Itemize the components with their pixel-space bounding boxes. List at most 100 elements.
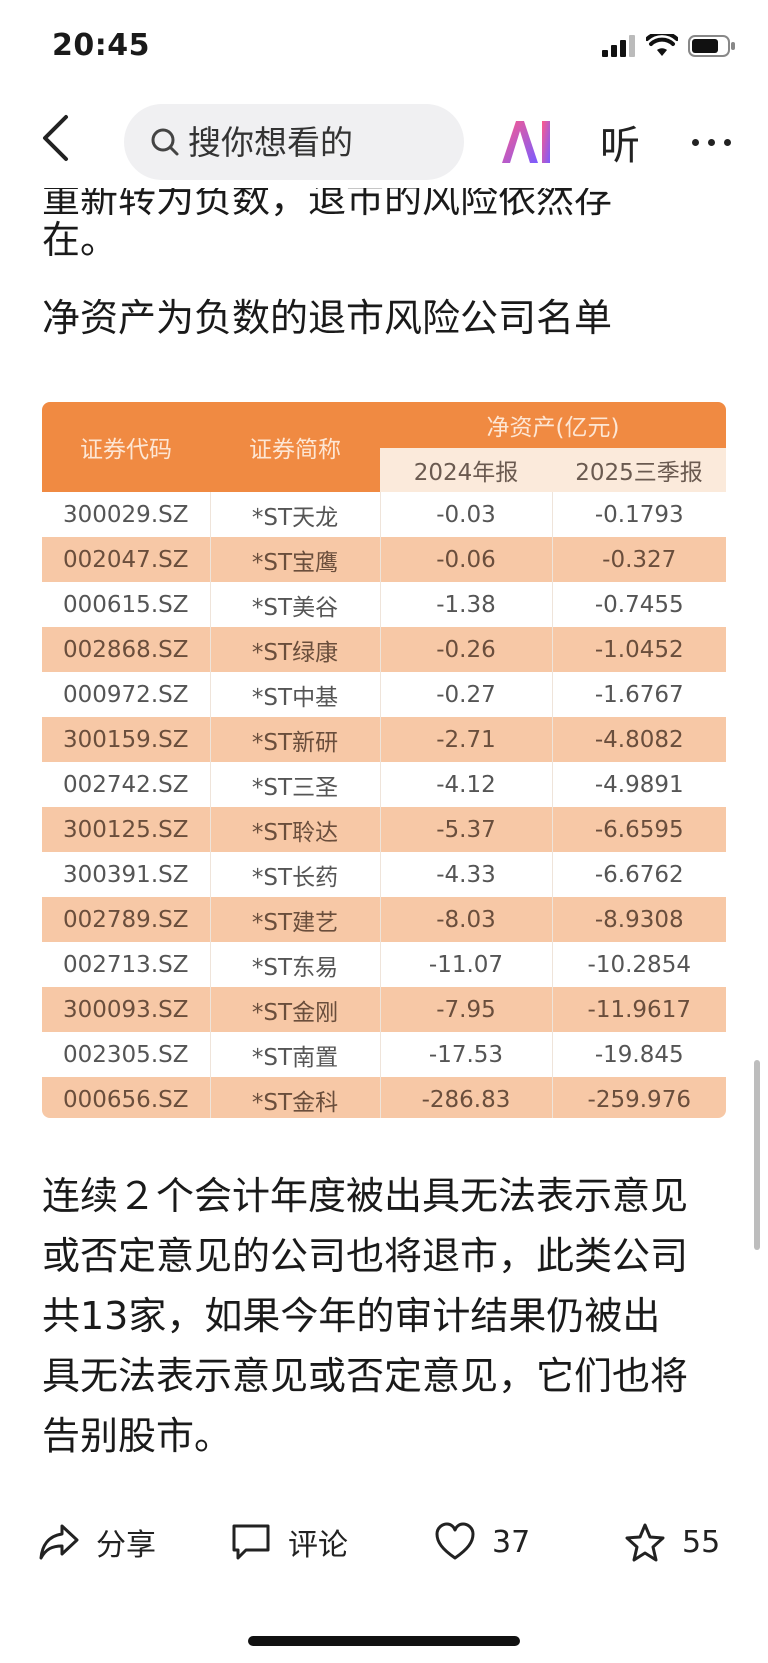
table-body: 300029.SZ *ST天龙 -0.03 -0.1793 002047.SZ *ST宝鹰… [42,492,726,1118]
cell-2025: -10.2854 [552,942,726,987]
search-box[interactable] [124,104,464,180]
scrollbar[interactable] [754,1060,760,1250]
cell-name: *ST美谷 [210,582,381,627]
cell-code: 000656.SZ [42,1077,211,1118]
cell-2025: -1.0452 [552,627,726,672]
table-row: 002742.SZ *ST三圣 -4.12 -4.9891 [42,762,726,807]
cell-code: 002305.SZ [42,1032,211,1077]
more-button[interactable] [676,110,746,174]
cell-name: *ST新研 [210,717,381,762]
cell-2024: -17.53 [380,1032,553,1077]
header-2024: 2024年报 [380,448,552,492]
table-row: 002868.SZ *ST绿康 -0.26 -1.0452 [42,627,726,672]
table-row: 002713.SZ *ST东易 -11.07 -10.2854 [42,942,726,987]
share-icon [39,1524,79,1560]
more-dot-icon [707,138,715,146]
cell-name: *ST长药 [210,852,381,897]
cell-2024: -4.12 [380,762,553,807]
cell-name: *ST金刚 [210,987,381,1032]
cell-code: 002742.SZ [42,762,211,807]
cell-2025: -6.6762 [552,852,726,897]
table-row: 300093.SZ *ST金刚 -7.95 -11.9617 [42,987,726,1032]
cell-2025: -0.1793 [552,492,726,537]
star-icon [625,1523,665,1562]
more-dot-icon [691,138,699,146]
cell-2025: -19.845 [552,1032,726,1077]
cell-2024: -4.33 [380,852,553,897]
cell-name: *ST南置 [210,1032,381,1077]
favorite-count: 55 [682,1524,721,1560]
comment-icon [232,1524,270,1560]
cell-2024: -0.03 [380,492,553,537]
cell-2025: -4.8082 [552,717,726,762]
search-input[interactable] [188,122,438,162]
favorite-button[interactable]: 55 [624,1504,720,1580]
status-time: 20:45 [52,28,150,63]
header-net-assets: 净资产(亿元) [380,402,726,448]
cell-code: 300093.SZ [42,987,211,1032]
more-dot-icon [723,138,731,146]
top-bar: 听 [0,96,768,188]
cell-code: 002789.SZ [42,897,211,942]
wifi-icon [646,34,678,56]
back-button[interactable] [28,108,82,168]
status-icons [602,34,736,58]
like-count: 37 [492,1524,531,1560]
article-paragraph: 连续２个会计年度被出具无法表示意见或否定意见的公司也将退市，此类公司共13家，如… [42,1174,689,1458]
like-button[interactable]: 37 [434,1504,530,1580]
cell-2024: -5.37 [380,807,553,852]
cell-2024: -8.03 [380,897,553,942]
cell-name: *ST天龙 [210,492,381,537]
cell-2025: -0.327 [552,537,726,582]
cell-name: *ST金科 [210,1077,381,1118]
cell-code: 002713.SZ [42,942,211,987]
listen-button[interactable]: 听 [600,123,640,169]
header-name: 证券简称 [210,402,380,492]
cell-2025: -259.976 [552,1077,726,1118]
comment-label: 评论 [288,1528,348,1563]
cell-name: *ST聆达 [210,807,381,852]
home-indicator[interactable] [248,1636,520,1646]
share-label: 分享 [96,1528,156,1563]
table-row: 300159.SZ *ST新研 -2.71 -4.8082 [42,717,726,762]
table-row: 300125.SZ *ST聆达 -5.37 -6.6595 [42,807,726,852]
cell-2025: -6.6595 [552,807,726,852]
battery-icon [688,35,735,57]
back-arrow-icon [43,115,68,161]
header-code: 证券代码 [42,402,210,492]
cell-2024: -11.07 [380,942,553,987]
comment-button[interactable]: 评论 [230,1504,348,1580]
cell-code: 300159.SZ [42,717,211,762]
share-button[interactable]: 分享 [38,1504,156,1580]
cell-2024: -0.27 [380,672,553,717]
article-paragraph: 在。 [42,218,119,262]
ai-button[interactable] [496,110,556,174]
table-row: 300391.SZ *ST长药 -4.33 -6.6762 [42,852,726,897]
cell-name: *ST三圣 [210,762,381,807]
signal-icon [602,35,635,57]
cell-2024: -0.26 [380,627,553,672]
table-row: 300029.SZ *ST天龙 -0.03 -0.1793 [42,492,726,537]
cell-2024: -7.95 [380,987,553,1032]
cell-2024: -0.06 [380,537,553,582]
cell-2025: -1.6767 [552,672,726,717]
article-heading: 净资产为负数的退市风险公司名单 [42,296,613,340]
table-row: 000656.SZ *ST金科 -286.83 -259.976 [42,1077,726,1118]
negative-net-assets-table: 证券代码 证券简称 净资产(亿元) 2024年报 2025三季报 300029.… [42,402,726,1118]
ai-logo-icon [502,121,550,163]
table-row: 002047.SZ *ST宝鹰 -0.06 -0.327 [42,537,726,582]
cell-2025: -4.9891 [552,762,726,807]
cell-code: 300391.SZ [42,852,211,897]
cell-name: *ST中基 [210,672,381,717]
cell-2024: -2.71 [380,717,553,762]
cell-code: 300029.SZ [42,492,211,537]
cell-code: 002047.SZ [42,537,211,582]
action-bar: 分享 评论 37 55 [0,1504,768,1580]
search-icon [150,127,180,157]
cell-2025: -11.9617 [552,987,726,1032]
heart-icon [435,1522,475,1560]
cell-name: *ST建艺 [210,897,381,942]
cell-2024: -286.83 [380,1077,553,1118]
cell-2025: -8.9308 [552,897,726,942]
cell-code: 002868.SZ [42,627,211,672]
